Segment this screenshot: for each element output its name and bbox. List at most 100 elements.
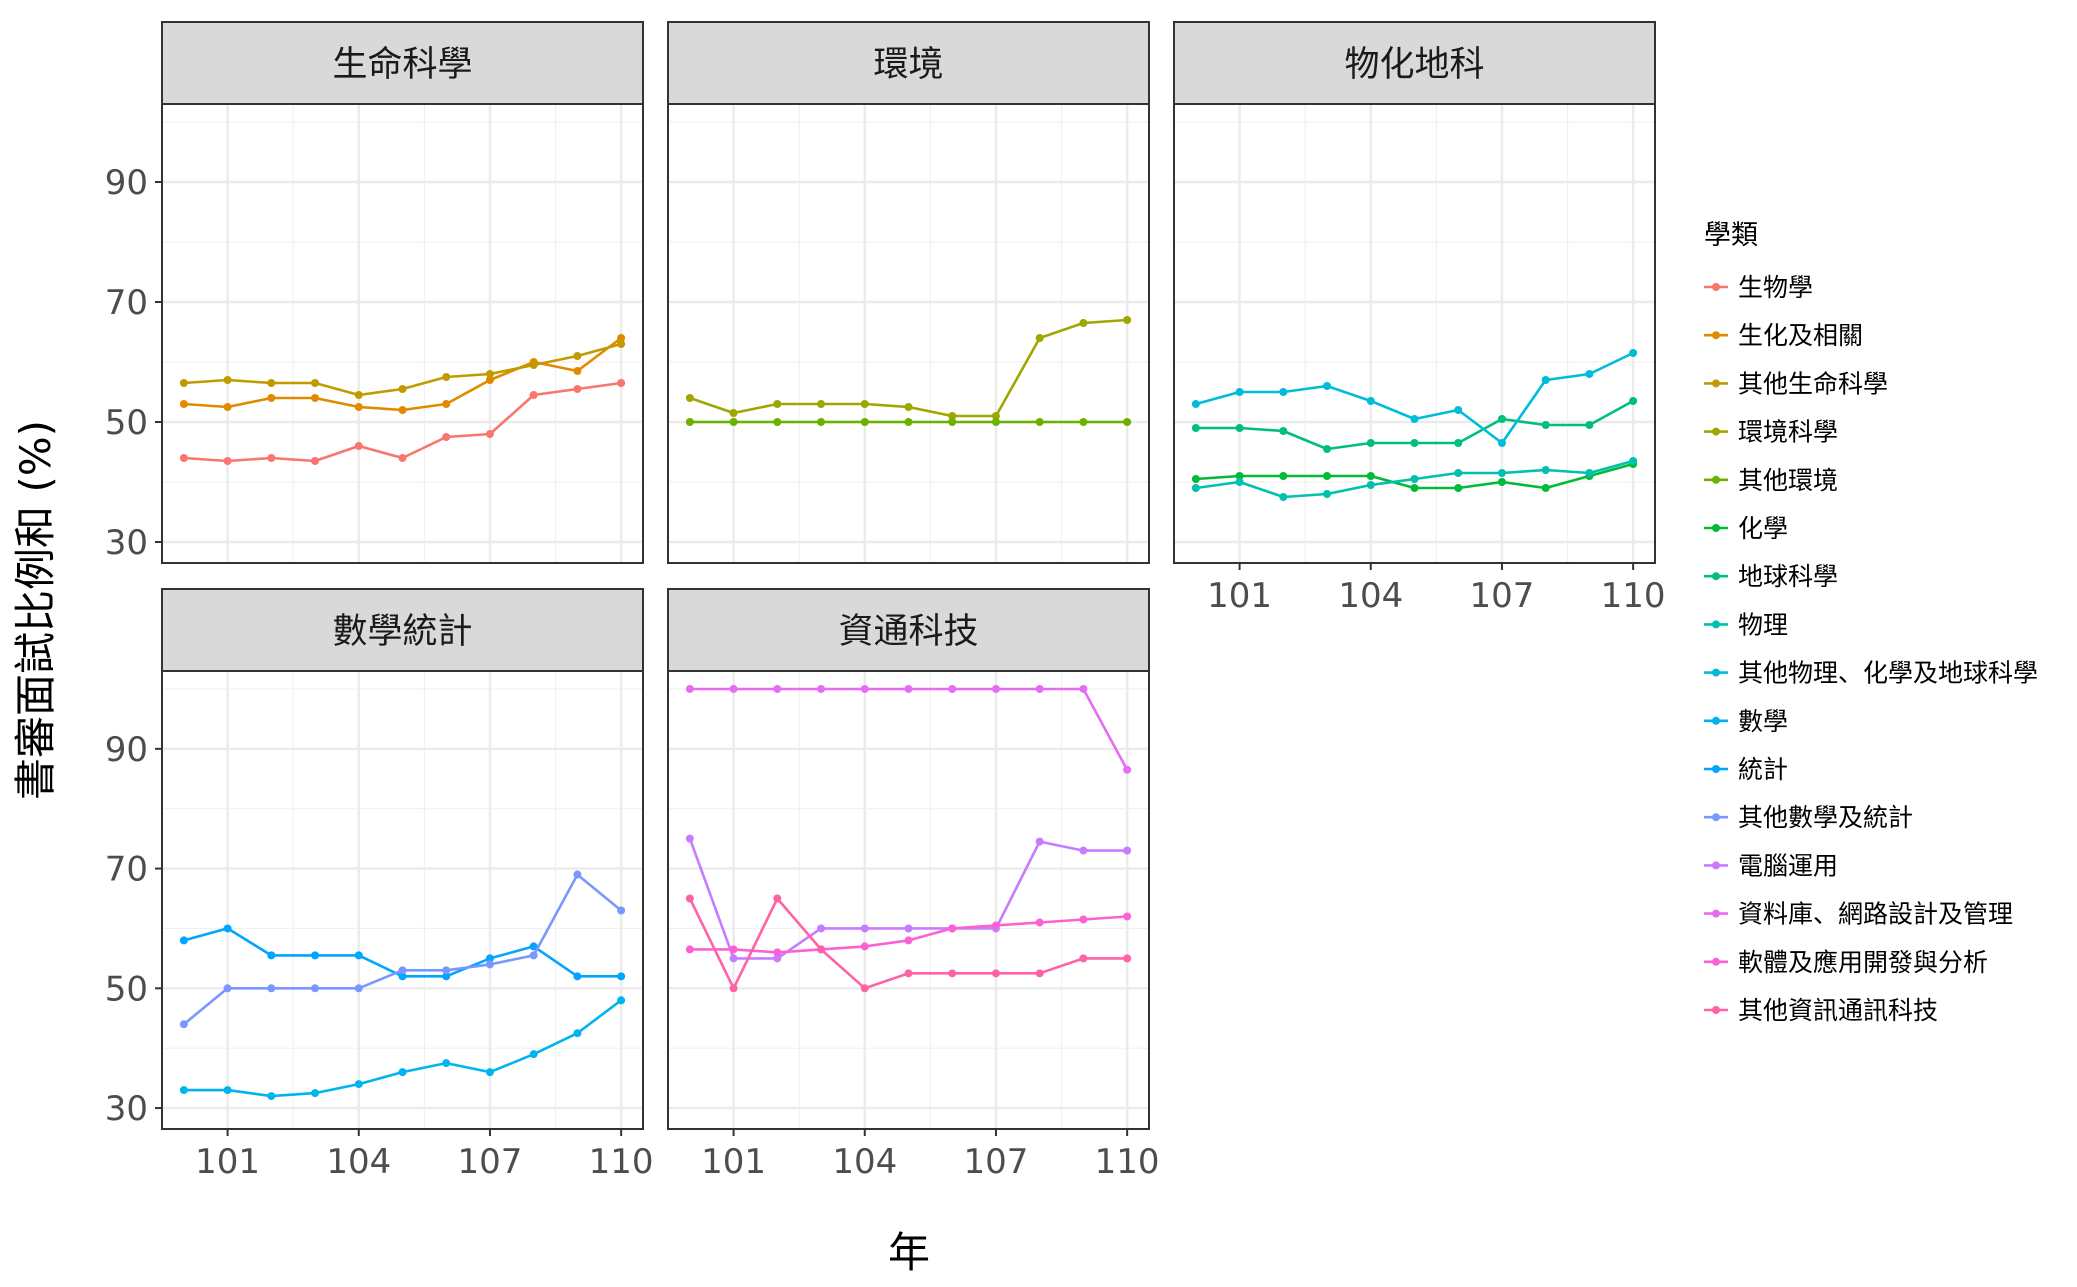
legend-entry: 環境科學: [1704, 418, 1838, 447]
data-point: [354, 442, 363, 450]
data-point: [1079, 846, 1088, 855]
panel-3: 物化地科 101 104 107 110: [1173, 21, 1666, 616]
data-point: [1497, 469, 1506, 477]
y-tick-label: 70: [105, 283, 148, 323]
panel-strip: [1173, 21, 1656, 105]
legend-entry: 其他生命科學: [1704, 369, 1888, 398]
data-point: [617, 379, 626, 387]
data-point: [617, 340, 626, 348]
data-point: [1323, 382, 1332, 390]
data-point: [729, 684, 738, 693]
data-point: [1123, 418, 1132, 426]
panel-border: [667, 670, 1150, 1130]
data-point: [1235, 424, 1244, 432]
data-point: [1123, 954, 1132, 963]
data-point: [573, 972, 582, 981]
data-point: [948, 412, 957, 420]
data-point: [223, 457, 232, 465]
data-point: [1629, 457, 1638, 465]
panel-strip: [161, 588, 644, 672]
data-point: [685, 394, 694, 402]
data-point: [1035, 334, 1044, 342]
panel-border: [1173, 103, 1656, 564]
data-point: [442, 433, 451, 441]
data-point: [1454, 439, 1463, 447]
legend-entry: 化學: [1704, 514, 1788, 543]
panel-title: 資通科技: [838, 612, 978, 652]
legend-key-point: [1712, 524, 1720, 532]
y-tick-label: 50: [105, 969, 148, 1009]
data-point: [485, 1068, 494, 1077]
legend-key-point: [1712, 620, 1720, 629]
panel-background: [162, 104, 643, 563]
data-point: [442, 972, 451, 981]
data-point: [485, 376, 494, 384]
data-point: [1366, 397, 1375, 405]
data-point: [948, 969, 957, 978]
data-point: [311, 951, 320, 960]
data-point: [311, 984, 320, 993]
data-point: [1279, 472, 1288, 480]
data-point: [398, 966, 407, 975]
legend-label: 環境科學: [1738, 418, 1838, 447]
data-point: [442, 373, 451, 381]
legend-key-point: [1712, 957, 1720, 966]
x-tick-label: 107: [458, 1142, 523, 1182]
data-point: [1541, 421, 1550, 429]
data-point: [179, 1086, 188, 1095]
data-point: [442, 1059, 451, 1068]
data-point: [1035, 969, 1044, 978]
data-point: [1079, 684, 1088, 693]
data-point: [904, 684, 913, 693]
legend-key-point: [1712, 716, 1720, 725]
legend-key-point: [1712, 909, 1720, 918]
data-point: [904, 969, 913, 978]
y-tick-label: 50: [105, 403, 148, 443]
panel-5: 資通科技 101 104 107 110: [667, 588, 1160, 1182]
data-point: [1279, 493, 1288, 501]
data-point: [1035, 918, 1044, 927]
legend-label: 軟體及應用開發與分析: [1738, 948, 1988, 977]
legend-label: 生化及相關: [1738, 321, 1863, 350]
data-point: [1323, 472, 1332, 480]
legend-entry: 其他物理、化學及地球科學: [1704, 659, 2038, 688]
legend-key-point: [1712, 331, 1720, 340]
legend-label: 電腦運用: [1738, 851, 1838, 880]
data-point: [948, 418, 957, 426]
data-point: [223, 924, 232, 933]
data-point: [573, 367, 582, 375]
data-point: [223, 984, 232, 993]
data-point: [179, 400, 188, 408]
legend-key-point: [1712, 283, 1720, 291]
data-point: [617, 996, 626, 1005]
data-point: [1454, 484, 1463, 492]
y-tick-label: 70: [105, 850, 148, 890]
legend-entry: 軟體及應用開發與分析: [1704, 948, 1988, 977]
data-point: [991, 921, 1000, 930]
data-point: [860, 984, 869, 993]
legend-label: 其他環境: [1738, 466, 1838, 495]
data-point: [354, 403, 363, 411]
data-point: [817, 945, 826, 954]
data-point: [1454, 469, 1463, 477]
data-point: [1410, 475, 1419, 483]
data-point: [904, 924, 913, 933]
data-point: [442, 400, 451, 408]
x-tick-label: 104: [832, 1142, 897, 1182]
data-point: [1235, 472, 1244, 480]
x-tick-label: 107: [964, 1142, 1029, 1182]
data-point: [773, 418, 782, 426]
legend-key-point: [1712, 813, 1720, 822]
y-tick-label: 30: [105, 1089, 148, 1129]
data-point: [1035, 418, 1044, 426]
data-point: [485, 430, 494, 438]
data-point: [485, 370, 494, 378]
data-point: [1079, 418, 1088, 426]
data-point: [1410, 415, 1419, 423]
data-point: [1410, 484, 1419, 492]
data-point: [1629, 349, 1638, 357]
data-point: [485, 960, 494, 969]
data-point: [1629, 397, 1638, 405]
legend-entry: 其他數學及統計: [1704, 803, 1913, 832]
